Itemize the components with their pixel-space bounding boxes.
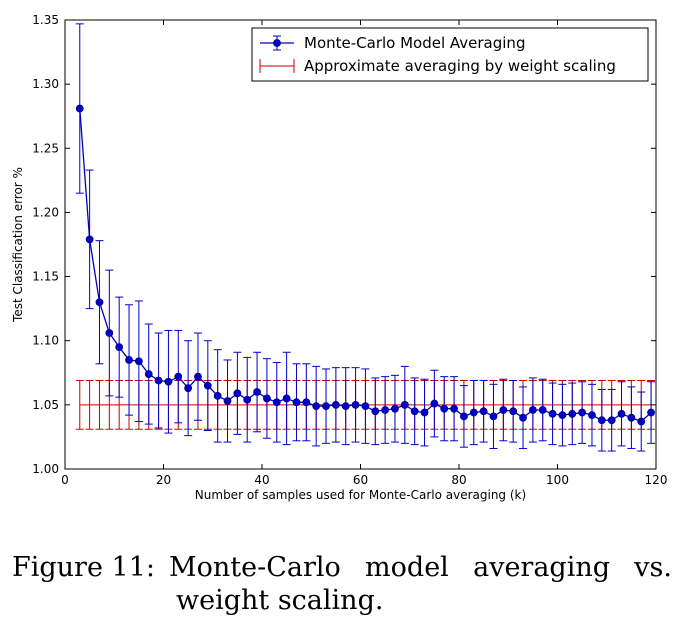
chart-svg: 0 20 40 60 80 100 120 1.00 1.05 1.10 1.15 1.20 1.25 1…: [11, 13, 668, 502]
monte-carlo-point: [400, 400, 409, 409]
monte-carlo-point: [420, 408, 429, 417]
monte-carlo-point: [75, 104, 84, 113]
y-tick-label: 1.00: [32, 462, 59, 476]
caption-line-1: Monte-Carlo model averaging vs.: [168, 552, 672, 583]
x-tick-label: 120: [645, 473, 668, 487]
monte-carlo-point: [164, 377, 173, 386]
legend-label-monte-carlo: Monte-Carlo Model Averaging: [304, 34, 525, 52]
monte-carlo-point: [341, 402, 350, 411]
figure-number: Figure 11:: [12, 552, 155, 583]
x-tick-label: 20: [156, 473, 171, 487]
monte-carlo-point: [519, 413, 527, 422]
legend-box: [251, 27, 649, 82]
monte-carlo-point: [292, 398, 301, 407]
monte-carlo-point: [391, 404, 399, 413]
y-tick-label: 1.35: [32, 13, 59, 27]
monte-carlo-point: [528, 406, 537, 414]
x-tick-label: 40: [254, 473, 269, 487]
monte-carlo-point: [430, 399, 439, 408]
monte-carlo-point: [115, 343, 124, 352]
monte-carlo-point: [597, 416, 606, 425]
monte-carlo-point: [253, 388, 261, 396]
monte-carlo-point: [558, 411, 567, 420]
x-tick-label: 60: [353, 473, 368, 487]
monte-carlo-point: [351, 400, 360, 409]
y-tick-label: 1.30: [32, 77, 59, 91]
monte-carlo-point: [578, 408, 587, 417]
monte-carlo-point: [213, 391, 222, 400]
chart: 0 20 40 60 80 100 120 1.00 1.05 1.10 1.15 1.20 1.25 1…: [11, 13, 668, 502]
monte-carlo-point: [125, 356, 133, 364]
x-tick-label: 100: [546, 473, 569, 487]
monte-carlo-point: [282, 394, 291, 403]
monte-carlo-point: [647, 408, 655, 417]
monte-carlo-point: [144, 370, 153, 378]
caption-line-2: weight scaling.: [176, 585, 384, 616]
monte-carlo-point: [469, 408, 478, 417]
monte-carlo-point: [322, 402, 330, 411]
legend-entry-weight-scaling: [259, 59, 295, 73]
monte-carlo-point: [233, 389, 242, 398]
legend-label-weight-scaling: Approximate averaging by weight scaling: [304, 57, 616, 75]
monte-carlo-point: [460, 412, 468, 421]
monte-carlo-point: [509, 407, 518, 416]
monte-carlo-point: [85, 235, 94, 244]
monte-carlo-point: [263, 394, 271, 403]
monte-carlo-point: [499, 406, 508, 414]
monte-carlo-point: [223, 397, 232, 405]
monte-carlo-point: [479, 407, 488, 416]
monte-carlo-point: [607, 416, 616, 425]
monte-carlo-point: [627, 413, 636, 422]
monte-carlo-point: [272, 398, 281, 407]
monte-carlo-point: [194, 372, 202, 381]
monte-carlo-point: [243, 395, 252, 404]
x-tick-label: 0: [61, 473, 69, 487]
figure-caption: Figure 11: Monte-Carlo model averaging v…: [12, 552, 672, 616]
monte-carlo-point: [371, 407, 380, 416]
monte-carlo-point: [184, 384, 193, 393]
monte-carlo-point: [568, 409, 577, 418]
legend: Monte-Carlo Model Averaging Approximate …: [251, 27, 649, 82]
monte-carlo-point: [312, 402, 321, 411]
y-axis-label: Test Classification error %: [11, 167, 25, 323]
x-axis-label: Number of samples used for Monte-Carlo a…: [195, 488, 526, 502]
monte-carlo-point: [489, 412, 498, 421]
monte-carlo-point: [154, 376, 163, 385]
monte-carlo-point: [617, 409, 626, 418]
monte-carlo-point: [302, 398, 311, 407]
monte-carlo-point: [588, 411, 596, 420]
monte-carlo-point: [95, 298, 104, 307]
plot-area-frame: [64, 19, 657, 470]
y-tick-label: 1.15: [32, 270, 59, 284]
legend-marker-monte-carlo: [273, 39, 281, 47]
monte-carlo-point: [548, 409, 557, 418]
monte-carlo-point: [440, 404, 449, 413]
y-tick-label: 1.05: [32, 398, 59, 412]
x-tick-label: 80: [451, 473, 466, 487]
monte-carlo-point: [134, 357, 143, 366]
monte-carlo-point: [361, 402, 370, 411]
y-tick-label: 1.20: [32, 205, 59, 219]
y-tick-label: 1.10: [32, 334, 59, 348]
monte-carlo-point: [410, 407, 419, 416]
y-tick-label: 1.25: [32, 141, 59, 155]
monte-carlo-point: [381, 406, 390, 414]
monte-carlo-point: [203, 381, 212, 390]
monte-carlo-point: [538, 406, 547, 414]
monte-carlo-point: [450, 404, 458, 413]
monte-carlo-point: [105, 329, 114, 337]
monte-carlo-point: [637, 417, 646, 426]
monte-carlo-point: [174, 372, 183, 381]
legend-entry-monte-carlo: [260, 35, 294, 51]
monte-carlo-point: [331, 400, 340, 409]
